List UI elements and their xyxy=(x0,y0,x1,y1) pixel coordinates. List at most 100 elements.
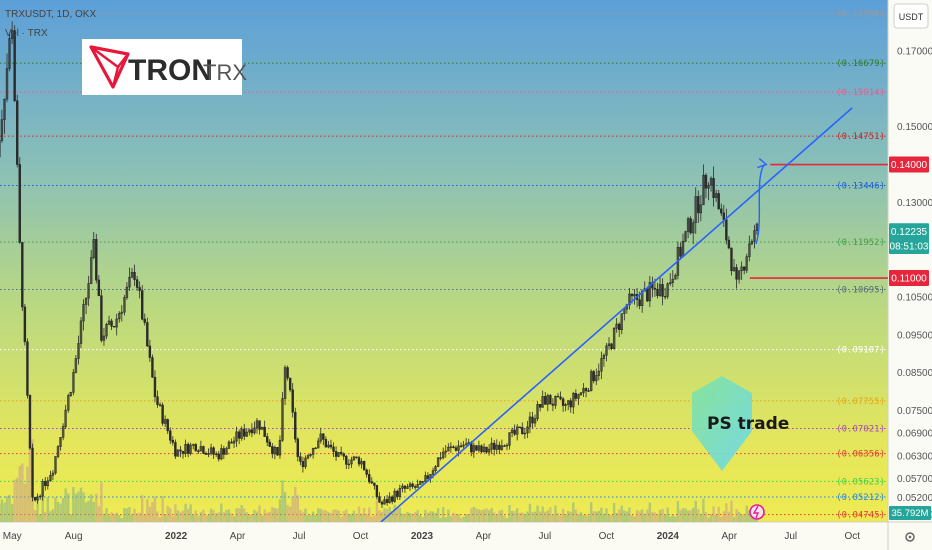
volume-bar xyxy=(365,513,368,522)
candle-body xyxy=(518,426,521,429)
volume-bar xyxy=(618,509,621,522)
price-axis-tick: 0.08500 xyxy=(897,368,932,379)
volume-bar xyxy=(82,492,85,522)
candle-body xyxy=(424,475,427,482)
candle-body xyxy=(656,288,659,296)
candle-body xyxy=(3,98,6,120)
volume-bar xyxy=(327,512,330,522)
candle-body xyxy=(148,345,152,358)
volume-bar xyxy=(546,510,549,522)
volume-bar xyxy=(339,516,343,522)
volume-bar xyxy=(707,517,710,522)
volume-bar xyxy=(56,501,60,522)
chart-settings-gear-icon[interactable] xyxy=(905,532,915,542)
candle-body xyxy=(556,395,560,398)
candle-body xyxy=(663,296,667,298)
volume-bar xyxy=(156,511,159,522)
volume-bar xyxy=(202,509,205,522)
candle-body xyxy=(694,196,697,224)
symbol-title[interactable]: TRXUSDT, 1D, OKX xyxy=(5,9,96,20)
volume-bar xyxy=(59,503,62,522)
volume-bar xyxy=(281,480,284,522)
candle-body xyxy=(332,446,335,452)
price-tag-box xyxy=(889,238,929,255)
candle-body xyxy=(597,370,601,376)
price-axis-tick: 0.10500 xyxy=(897,292,932,303)
volume-bar xyxy=(666,507,669,522)
candle-body xyxy=(442,451,445,459)
volume-bar xyxy=(419,515,422,522)
candle-body xyxy=(324,439,328,448)
price-tag-box xyxy=(889,270,929,287)
candle-body xyxy=(368,474,371,483)
candle-body xyxy=(189,444,192,454)
overlay-lines-group xyxy=(380,107,888,522)
volume-tag-box xyxy=(889,506,931,520)
candle-body xyxy=(38,495,42,498)
volume-bar xyxy=(533,511,537,522)
volume-bar xyxy=(291,496,294,522)
candle-body xyxy=(112,325,116,328)
candle-body xyxy=(266,436,269,443)
volume-bar xyxy=(209,508,213,522)
candle-body xyxy=(146,322,149,347)
candle-body xyxy=(720,208,723,214)
currency-button[interactable]: USDT xyxy=(893,3,929,29)
volume-bar xyxy=(245,512,248,522)
time-axis-tick: Apr xyxy=(722,531,738,542)
volume-bar xyxy=(214,513,218,522)
volume-bar xyxy=(434,512,437,522)
candle-body xyxy=(181,450,185,454)
volume-bar xyxy=(84,502,88,522)
volume-bar xyxy=(681,508,685,522)
candle-body xyxy=(105,324,108,337)
candle-body xyxy=(434,466,437,471)
event-marker-icon[interactable] xyxy=(749,504,765,520)
volume-bar xyxy=(684,508,687,522)
candle-body xyxy=(498,444,501,450)
volume-bar xyxy=(204,515,208,522)
volume-indicator-title[interactable]: Vol · TRX xyxy=(5,28,48,39)
candle-body xyxy=(707,184,710,189)
candle-body xyxy=(658,284,662,296)
candle-body xyxy=(212,447,215,455)
candle-body xyxy=(561,398,565,406)
volume-bar xyxy=(452,512,455,522)
candle-body xyxy=(133,271,136,280)
candle-body xyxy=(243,428,246,437)
volume-bar xyxy=(500,509,504,522)
volume-bar xyxy=(268,511,271,522)
candle-body xyxy=(447,446,450,452)
candle-body xyxy=(294,411,297,440)
volume-bar xyxy=(620,505,623,522)
candle-body xyxy=(342,453,345,457)
candle-body xyxy=(207,453,210,455)
candle-body xyxy=(202,446,205,454)
volume-bar xyxy=(368,507,371,522)
time-axis-tick: Oct xyxy=(844,531,860,542)
ps-trade-hexagon-icon xyxy=(692,376,752,471)
candle-body xyxy=(41,481,44,497)
volume-bar xyxy=(513,511,516,522)
volume-bar xyxy=(569,511,572,522)
volume-bar xyxy=(207,514,210,522)
candle-body xyxy=(161,404,164,424)
candle-body xyxy=(102,335,106,341)
volume-bar xyxy=(472,506,476,522)
volume-bar xyxy=(319,508,322,522)
candle-body xyxy=(490,442,493,450)
volume-bar xyxy=(508,504,511,522)
volume-bar xyxy=(44,511,47,522)
volume-bar xyxy=(544,511,547,522)
candle-body xyxy=(107,320,111,325)
volume-bar xyxy=(725,503,728,522)
candle-body xyxy=(748,243,751,257)
volume-bar xyxy=(51,509,55,522)
candle-body xyxy=(605,345,608,356)
volume-bar xyxy=(735,509,738,522)
candle-body xyxy=(531,416,534,424)
volume-bar xyxy=(220,503,223,522)
candle-body xyxy=(674,275,677,280)
volume-bar xyxy=(299,510,302,522)
